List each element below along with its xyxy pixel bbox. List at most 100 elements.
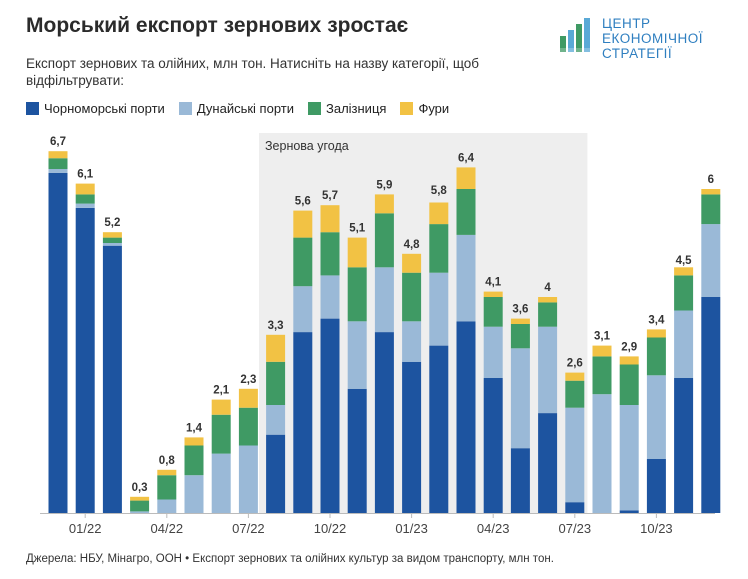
logo-line-1: ЦЕНТР bbox=[602, 16, 651, 31]
bar-segment-danube bbox=[211, 453, 231, 513]
legend-item-trucks[interactable]: Фури bbox=[400, 101, 449, 116]
bar-segment-black-sea bbox=[48, 172, 68, 514]
legend-item-black-sea[interactable]: Чорноморські порти bbox=[26, 101, 165, 116]
bar-segment-danube bbox=[674, 310, 694, 378]
bar-total-label: 5,7 bbox=[322, 190, 338, 202]
bar-segment-danube bbox=[293, 286, 313, 333]
bar-segment-rail bbox=[347, 267, 367, 322]
bar-segment-danube bbox=[320, 275, 340, 319]
bar-segment-trucks bbox=[374, 194, 394, 214]
bar-segment-black-sea bbox=[701, 297, 721, 513]
legend-swatch-trucks bbox=[400, 102, 414, 115]
bar-segment-rail bbox=[157, 475, 177, 500]
bar-segment-rail bbox=[538, 302, 558, 327]
bar-total-label: 2,6 bbox=[567, 358, 583, 370]
x-tick-label: 07/22 bbox=[232, 521, 265, 536]
bar-segment-black-sea bbox=[102, 245, 122, 513]
bar-segment-black-sea bbox=[619, 510, 639, 513]
bar-segment-black-sea bbox=[75, 207, 95, 513]
bar-segment-trucks bbox=[266, 334, 286, 362]
bar-segment-black-sea bbox=[402, 361, 422, 513]
bar-segment-rail bbox=[211, 414, 231, 454]
logo: ЦЕНТР ЕКОНОМІЧНОЇ СТРАТЕГІЇ bbox=[560, 16, 703, 61]
bar-segment-trucks bbox=[130, 496, 150, 501]
bar-segment-black-sea bbox=[538, 413, 558, 513]
bar-segment-rail bbox=[456, 189, 476, 235]
bar-segment-trucks bbox=[674, 267, 694, 276]
bar-segment-trucks bbox=[75, 183, 95, 195]
bar-total-label: 4,8 bbox=[404, 239, 421, 251]
bar-segment-black-sea bbox=[429, 345, 449, 513]
legend-item-rail[interactable]: Залізниця bbox=[307, 101, 387, 116]
logo-text: ЦЕНТР ЕКОНОМІЧНОЇ СТРАТЕГІЇ bbox=[602, 16, 703, 61]
bar-total-label: 5,8 bbox=[431, 185, 448, 197]
bar-segment-rail bbox=[102, 237, 122, 243]
bar-segment-rail bbox=[701, 194, 721, 225]
bar-total-label: 5,6 bbox=[295, 196, 311, 208]
bar-segment-danube bbox=[402, 321, 422, 362]
bar-segment-danube bbox=[646, 375, 666, 459]
bar-segment-danube bbox=[619, 405, 639, 511]
bar-segment-trucks bbox=[293, 210, 313, 238]
chart-title: Морський експорт зернових зростає bbox=[26, 14, 409, 37]
bar-segment-danube bbox=[75, 203, 95, 208]
legend-swatch-black-sea bbox=[26, 102, 39, 115]
bar-segment-trucks bbox=[157, 469, 177, 476]
bar-segment-trucks bbox=[592, 345, 612, 357]
bar-segment-black-sea bbox=[646, 459, 666, 513]
bar-segment-rail bbox=[266, 361, 286, 405]
bar-segment-danube bbox=[48, 169, 68, 173]
bar-segment-rail bbox=[646, 337, 666, 376]
legend-label-rail: Залізниця bbox=[325, 101, 387, 116]
logo-line-2: ЕКОНОМІЧНОЇ bbox=[602, 31, 703, 46]
bar-total-label: 4 bbox=[544, 282, 551, 294]
bar-total-label: 3,3 bbox=[268, 320, 284, 332]
x-tick-label: 10/23 bbox=[640, 521, 673, 536]
bar-segment-trucks bbox=[701, 189, 721, 195]
bar-total-label: 0,8 bbox=[159, 455, 176, 467]
source-note: Джерела: НБУ, Мінагро, ООН • Експорт зер… bbox=[26, 553, 554, 565]
bar-segment-trucks bbox=[510, 318, 530, 324]
bar-segment-rail bbox=[320, 232, 340, 276]
bar-segment-trucks bbox=[456, 167, 476, 189]
bar-segment-rail bbox=[374, 213, 394, 268]
bar-segment-black-sea bbox=[674, 378, 694, 513]
bar-segment-danube bbox=[510, 348, 530, 449]
legend-item-danube[interactable]: Дунайські порти bbox=[178, 101, 294, 116]
x-tick-label: 10/22 bbox=[314, 521, 347, 536]
legend-label-trucks: Фури bbox=[418, 101, 450, 116]
bar-total-label: 3,1 bbox=[594, 331, 611, 343]
bar-total-label: 1,4 bbox=[186, 422, 203, 434]
bar-segment-black-sea bbox=[347, 388, 367, 513]
bar-segment-rail bbox=[674, 275, 694, 311]
legend-swatch-rail bbox=[307, 102, 321, 115]
bar-segment-black-sea bbox=[483, 378, 503, 513]
bar-segment-danube bbox=[538, 326, 558, 414]
bar-segment-rail bbox=[293, 237, 313, 287]
grain-deal-band bbox=[259, 133, 588, 513]
bar-total-label: 2,1 bbox=[213, 385, 230, 397]
bar-segment-black-sea bbox=[510, 448, 530, 513]
bar-segment-rail bbox=[429, 224, 449, 273]
bar-segment-trucks bbox=[483, 291, 503, 297]
bar-segment-black-sea bbox=[374, 332, 394, 513]
x-tick-label: 01/22 bbox=[69, 521, 102, 536]
bar-segment-danube bbox=[347, 321, 367, 389]
bar-total-label: 3,6 bbox=[512, 304, 528, 316]
bar-segment-trucks bbox=[347, 237, 367, 268]
bar-segment-danube bbox=[456, 234, 476, 322]
chart-subtitle: Експорт зернових та олійних, млн тон. На… bbox=[26, 56, 480, 88]
bar-segment-rail bbox=[48, 158, 68, 170]
bar-total-label: 6 bbox=[708, 174, 714, 186]
bar-segment-danube bbox=[374, 267, 394, 333]
bar-total-label: 5,1 bbox=[349, 223, 366, 235]
bar-segment-trucks bbox=[646, 329, 666, 338]
bar-segment-danube bbox=[102, 243, 122, 246]
bar-segment-rail bbox=[402, 272, 422, 322]
bar-segment-black-sea bbox=[293, 332, 313, 513]
bar-segment-danube bbox=[130, 511, 150, 513]
bar-total-label: 0,3 bbox=[132, 482, 148, 494]
bar-segment-danube bbox=[429, 272, 449, 346]
grain-deal-label: Зернова угода bbox=[265, 139, 349, 153]
bar-segment-danube bbox=[157, 499, 177, 513]
